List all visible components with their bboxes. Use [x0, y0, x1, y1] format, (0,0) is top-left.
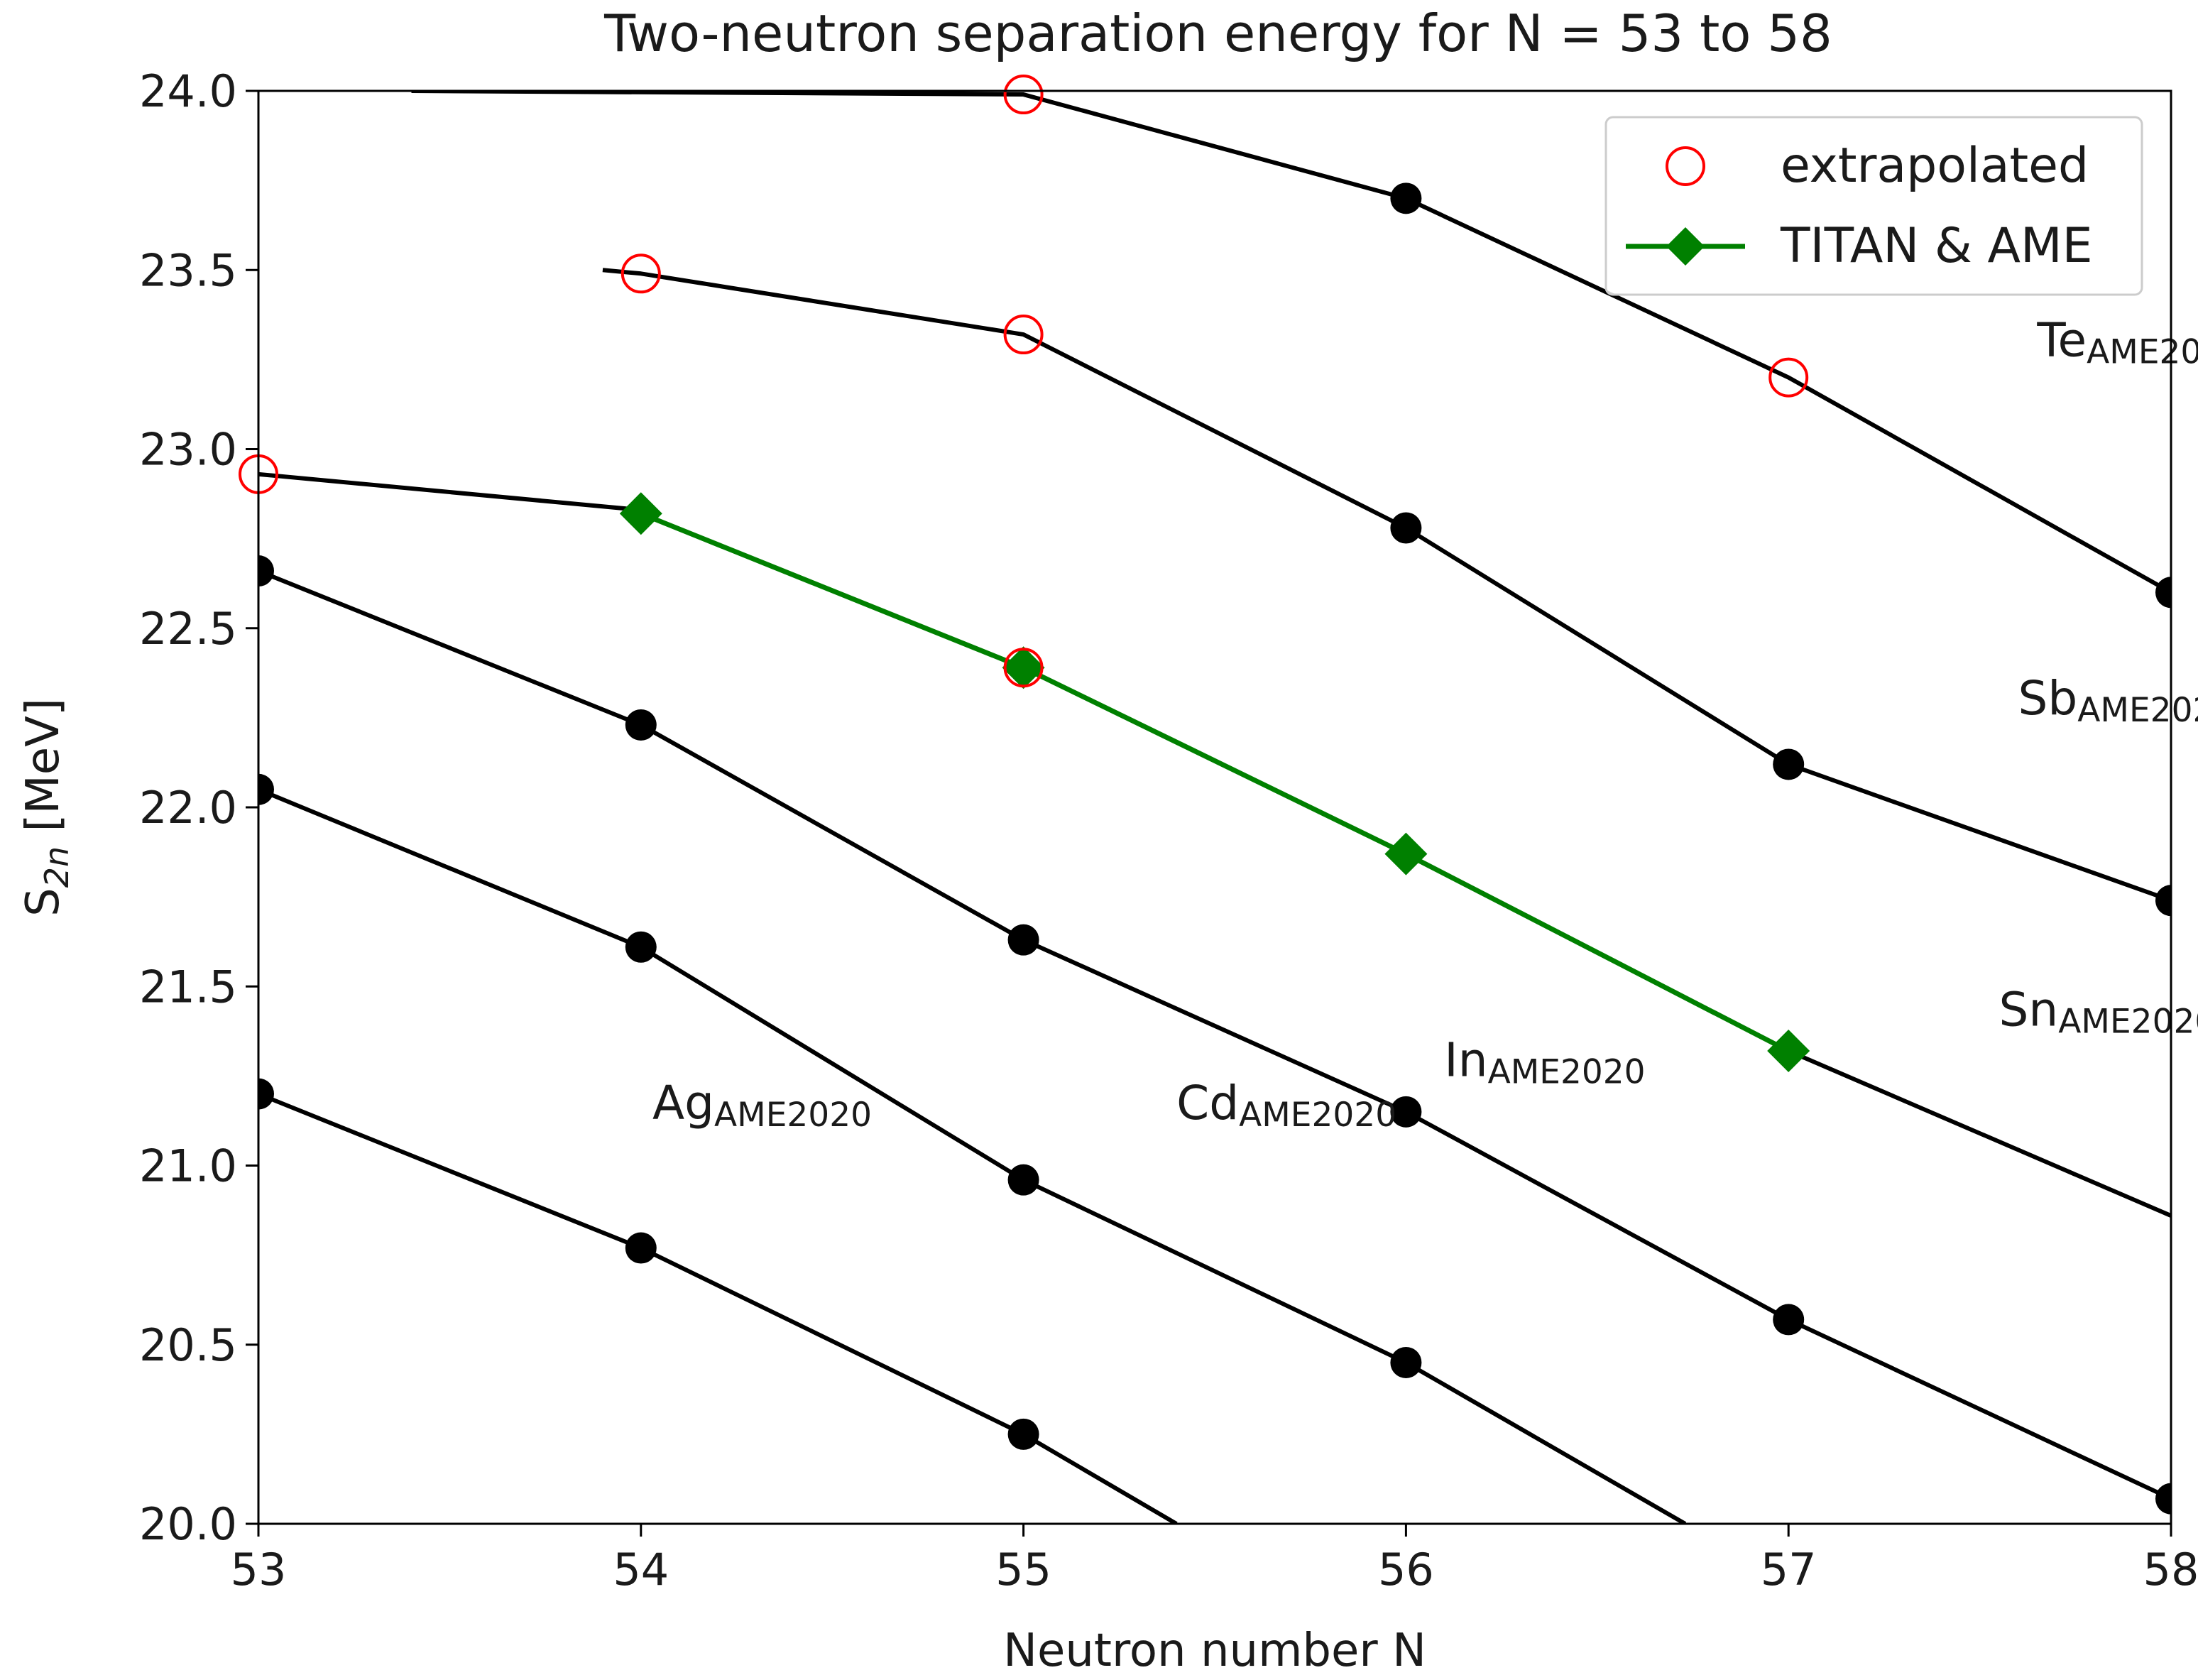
y-axis-label-main: S [17, 888, 70, 917]
data-point-sb [1390, 512, 1422, 544]
series-line-ag [258, 1091, 1178, 1524]
series-layer [258, 91, 2171, 1524]
y-tick-label: 23.0 [139, 424, 237, 476]
legend: extrapolated TITAN & AME [1604, 116, 2143, 296]
series-label-name: Te [2036, 312, 2087, 367]
legend-extrapolated-marker [1666, 146, 1705, 186]
y-tick-label: 22.0 [139, 782, 237, 834]
series-label-in: InAME2020 [1444, 1032, 1645, 1091]
series-label-sb: SbAME2020 [2018, 671, 2198, 730]
series-label-name: Cd [1176, 1076, 1239, 1130]
chart-title: Two-neutron separation energy for N = 53… [603, 4, 1832, 63]
data-point-in [2155, 1483, 2171, 1515]
y-axis-label-sub: 2n [38, 846, 76, 888]
extrapolated-point [1003, 648, 1044, 688]
x-tick-label: 54 [613, 1544, 669, 1596]
series-label-te: TeAME2020 [2036, 312, 2198, 371]
data-point-te [1390, 182, 1422, 214]
y-tick-label: 21.0 [139, 1140, 237, 1192]
data-point-cd [1390, 1346, 1422, 1378]
x-tick-label: 57 [1761, 1544, 1817, 1596]
y-axis-label-unit: [MeV] [17, 698, 70, 846]
y-axis: 20.0 20.5 21.0 21.5 22.0 22.5 23.0 23.5 24.0 [139, 65, 258, 1550]
series-label-ag: AgAME2020 [652, 1076, 872, 1135]
series-label-name: Ag [652, 1076, 714, 1130]
series-label-sub: AME2020 [714, 1096, 872, 1135]
series-label-sub: AME2020 [2087, 332, 2198, 371]
data-point-ag [258, 1078, 274, 1110]
extrapolated-point [1003, 75, 1044, 115]
titan-ame-layer [619, 492, 1810, 1073]
extrapolated-point [1003, 315, 1044, 355]
data-point-in [625, 709, 657, 741]
titan-ame-point [1767, 1030, 1810, 1073]
data-point-te [2155, 577, 2171, 609]
titan-ame-point [1002, 646, 1045, 689]
data-point-sb [1773, 748, 1805, 780]
data-point-cd [1007, 1164, 1039, 1196]
plot-background [258, 91, 2171, 1524]
series-label-sub: AME2020 [1488, 1052, 1646, 1091]
series-label-name: In [1444, 1032, 1487, 1087]
data-point-in [258, 555, 274, 587]
series-label-layer: AgAME2020CdAME2020InAME2020SnAME2020SbAM… [652, 312, 2198, 1135]
series-label-sub: AME2020 [2077, 691, 2198, 730]
extrapolated-point [1768, 357, 1809, 398]
data-point-cd [625, 931, 657, 963]
data-point-in [1390, 1096, 1422, 1128]
y-tick-label: 24.0 [139, 65, 237, 117]
data-point-in [1007, 924, 1039, 956]
y-tick-label: 20.0 [139, 1498, 237, 1550]
x-tick-label: 58 [2143, 1544, 2198, 1596]
titan-ame-point [1384, 832, 1428, 876]
legend-titan-marker [1666, 227, 1705, 266]
series-label-name: Sb [2018, 671, 2077, 726]
x-axis-label: Neutron number N [1003, 1625, 1426, 1677]
plot-area [258, 91, 2171, 1524]
y-tick-label: 23.5 [139, 244, 237, 296]
titan-ame-point [619, 492, 662, 535]
y-tick-label: 22.5 [139, 603, 237, 655]
x-axis: 53 54 55 56 57 58 [231, 1524, 2198, 1596]
y-tick-label: 20.5 [139, 1319, 237, 1371]
x-tick-label: 53 [231, 1544, 287, 1596]
extrapolated-point [620, 253, 661, 294]
legend-titan-label: TITAN & AME [1780, 218, 2093, 274]
y-tick-label: 21.5 [139, 961, 237, 1013]
data-point-ag [1007, 1418, 1039, 1450]
series-label-sub: AME2020 [1239, 1096, 1396, 1135]
series-line-sn [1788, 1049, 2171, 1218]
legend-box [1604, 116, 2143, 296]
series-label-sn: SnAME2020 [1999, 983, 2198, 1042]
data-point-cd [258, 773, 274, 805]
series-line-in [258, 569, 2171, 1501]
x-tick-label: 55 [995, 1544, 1051, 1596]
legend-extrapolated-label: extrapolated [1781, 138, 2089, 194]
series-label-sub: AME2020 [2058, 1003, 2198, 1042]
data-point-in [1773, 1304, 1805, 1336]
series-line-sn-extrap [258, 471, 642, 513]
series-label-cd: CdAME2020 [1176, 1076, 1396, 1135]
data-point-ag [625, 1232, 657, 1264]
y-axis-label: S2n [MeV] [17, 698, 76, 917]
data-point-sb [2155, 885, 2171, 917]
series-label-name: Sn [1999, 983, 2059, 1037]
x-tick-label: 56 [1378, 1544, 1434, 1596]
titan-ame-line [640, 511, 1790, 1054]
series-line-sb [602, 268, 2171, 902]
extrapolated-layer [239, 75, 1809, 688]
